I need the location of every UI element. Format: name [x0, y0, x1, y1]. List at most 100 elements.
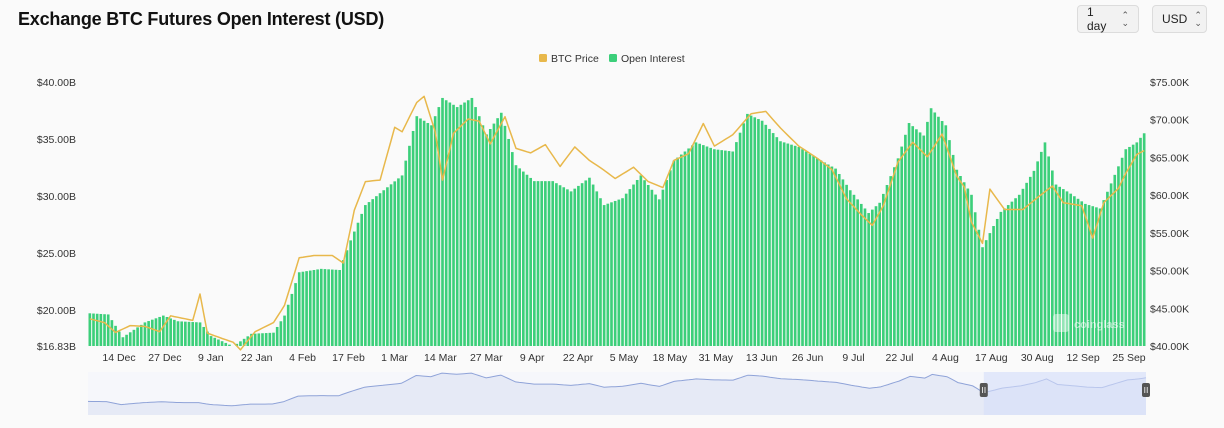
oi-bar: [106, 314, 110, 346]
x-axis-tick-label: 12 Sep: [1066, 352, 1099, 364]
oi-bar: [206, 331, 209, 346]
oi-bar: [1047, 156, 1050, 346]
oi-bar: [984, 240, 988, 346]
right-axis-tick-label: $60.00K: [1150, 190, 1189, 202]
oi-bar: [308, 270, 312, 346]
oi-bar: [588, 177, 591, 346]
oi-bar: [635, 179, 639, 346]
oi-bar: [558, 185, 562, 346]
oi-bar: [937, 116, 940, 346]
oi-bar: [859, 203, 863, 346]
oi-bar: [882, 193, 885, 346]
oi-bar: [503, 125, 507, 347]
oi-bar: [114, 325, 117, 346]
right-axis-tick-label: $40.00K: [1150, 341, 1189, 353]
oi-bar: [191, 322, 195, 346]
oi-bar: [378, 193, 382, 346]
oi-bar: [606, 203, 610, 346]
oi-bar: [518, 168, 521, 346]
oi-bar: [459, 104, 463, 346]
oi-bar: [907, 123, 911, 347]
chevron-updown-icon: ⌃ ⌄: [1121, 10, 1129, 28]
oi-bar: [169, 318, 172, 346]
x-axis-tick-label: 26 Jun: [792, 352, 824, 364]
oi-bar: [1073, 196, 1076, 346]
oi-bar: [801, 149, 804, 346]
x-axis-tick-label: 13 Jun: [746, 352, 778, 364]
oi-bar: [1128, 146, 1131, 346]
oi-bar: [173, 319, 176, 346]
oi-bar: [672, 160, 676, 346]
oi-bar: [294, 283, 297, 346]
oi-bar: [577, 185, 580, 346]
oi-bar: [1098, 208, 1102, 346]
navigator-line: [87, 372, 1147, 407]
x-axis-tick-label: 9 Jul: [842, 352, 864, 364]
x-axis-tick-label: 31 May: [699, 352, 734, 364]
oi-bar: [988, 233, 992, 346]
left-axis-tick-label: $25.00B: [37, 248, 76, 260]
legend-item-open-interest-swatch: [609, 54, 617, 62]
oi-bar: [940, 121, 944, 347]
oi-bar: [176, 321, 180, 346]
oi-bar: [312, 270, 316, 346]
oi-bar: [514, 165, 518, 346]
oi-bar: [470, 97, 474, 346]
oi-bar: [430, 125, 433, 346]
oi-bar: [595, 191, 599, 346]
oi-bar: [228, 344, 231, 346]
oi-bar: [195, 322, 198, 346]
oi-bar: [966, 188, 970, 346]
oi-bar: [753, 117, 757, 346]
oi-bar: [1084, 203, 1087, 346]
currency-select[interactable]: USD ⌃ ⌄: [1152, 5, 1207, 33]
oi-bar: [977, 229, 981, 346]
oi-bar: [878, 202, 881, 346]
oi-bar: [103, 314, 106, 346]
x-axis-tick-label: 5 May: [610, 352, 639, 364]
navigator-area: [88, 373, 1146, 415]
oi-bar: [330, 269, 334, 346]
oi-bar: [995, 218, 999, 346]
navigator-handle[interactable]: [979, 383, 988, 397]
interval-select[interactable]: 1 day ⌃ ⌄: [1077, 5, 1139, 33]
oi-bar: [1131, 144, 1135, 346]
oi-bar: [1106, 191, 1109, 346]
oi-bar: [602, 205, 606, 346]
oi-bar: [654, 194, 657, 346]
oi-bar: [617, 199, 621, 346]
oi-bar: [297, 272, 301, 346]
x-axis-tick-label: 25 Sep: [1112, 352, 1145, 364]
x-axis-tick-label: 22 Apr: [563, 352, 594, 364]
oi-bar: [790, 144, 793, 346]
oi-bar: [143, 322, 147, 346]
oi-bar: [933, 112, 937, 346]
oi-bar: [628, 189, 632, 346]
oi-bar: [419, 118, 422, 347]
oi-bar: [522, 171, 525, 346]
oi-bar: [679, 154, 683, 346]
oi-bar: [771, 133, 775, 346]
oi-bar: [661, 189, 665, 346]
oi-bar: [694, 142, 698, 346]
oi-bar: [250, 333, 253, 346]
oi-bar: [345, 250, 349, 346]
oi-bar: [893, 167, 896, 346]
oi-bar: [918, 132, 922, 346]
oi-bar: [110, 320, 114, 346]
oi-bar: [547, 181, 551, 346]
oi-bar: [213, 337, 217, 346]
oi-bar: [529, 177, 532, 346]
oi-bar: [400, 175, 404, 346]
oi-bar: [224, 342, 228, 346]
navigator-handle[interactable]: [1142, 383, 1150, 397]
oi-bar: [1058, 186, 1061, 346]
oi-bar: [1043, 142, 1047, 346]
oi-bar: [639, 175, 643, 346]
oi-bar: [507, 138, 510, 346]
oi-bar: [870, 209, 874, 346]
oi-bar: [125, 334, 128, 346]
oi-bar: [525, 174, 529, 346]
oi-bar: [911, 126, 915, 347]
